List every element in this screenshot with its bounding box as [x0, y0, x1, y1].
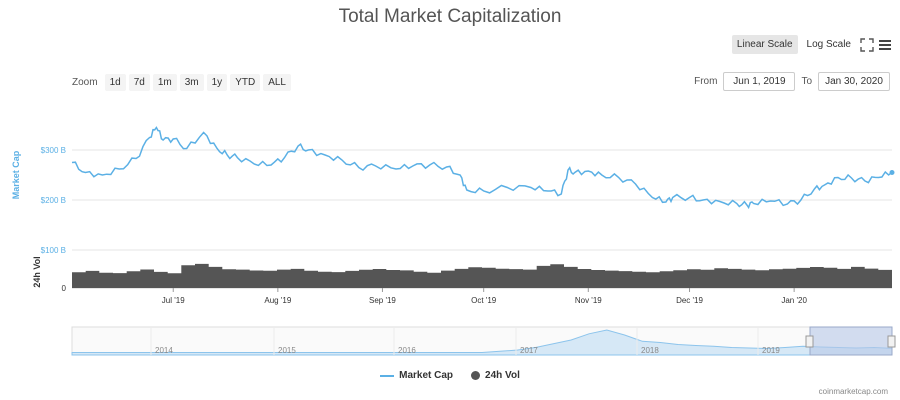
x-tick-label: Dec '19	[676, 296, 703, 305]
chart-title: Total Market Capitalization	[338, 6, 562, 27]
credits-link[interactable]: coinmarketcap.com	[818, 387, 888, 396]
volume-y-tick-label: 0	[62, 284, 67, 293]
legend: Market Cap 24h Vol	[0, 370, 900, 381]
scale-toggle: Linear Scale Log Scale	[731, 35, 892, 54]
x-tick-label: Aug '19	[264, 296, 291, 305]
zoom-all-button[interactable]: ALL	[263, 74, 291, 91]
to-label: To	[801, 76, 812, 87]
navigator-selection	[809, 326, 893, 356]
zoom-label: Zoom	[72, 77, 98, 88]
market-cap-last-point	[889, 170, 895, 175]
navigator-year-label: 2017	[520, 346, 538, 355]
zoom-1d-button[interactable]: 1d	[104, 74, 126, 91]
zoom-1y-button[interactable]: 1y	[206, 74, 228, 91]
legend-market-cap[interactable]: Market Cap	[380, 370, 453, 381]
date-range: From Jun 1, 2019 To Jan 30, 2020	[694, 72, 890, 91]
linear-scale-button[interactable]: Linear Scale	[731, 35, 798, 54]
volume-dot-icon	[471, 371, 481, 380]
zoom-controls: Zoom 1d 7d 1m 3m 1y YTD ALL	[72, 74, 291, 91]
zoom-3m-button[interactable]: 3m	[179, 74, 204, 91]
y-tick-label: $300 B	[41, 146, 66, 155]
navigator-year-label: 2019	[762, 346, 780, 355]
navigator-year-label: 2014	[155, 346, 173, 355]
volume-axis-label: 24h Vol	[32, 256, 42, 287]
market-cap-line	[71, 126, 893, 210]
zoom-ytd-button[interactable]: YTD	[230, 74, 261, 91]
x-tick-label: Sep '19	[369, 296, 396, 305]
navigator-year-label: 2015	[278, 346, 296, 355]
fullscreen-icon[interactable]	[860, 37, 874, 52]
navigator-handle-left	[805, 335, 814, 348]
navigator-year-label: 2018	[641, 346, 659, 355]
x-tick-label: Jan '20	[781, 296, 807, 305]
log-scale-button[interactable]: Log Scale	[806, 39, 851, 50]
from-label: From	[694, 76, 718, 87]
zoom-7d-button[interactable]: 7d	[128, 74, 150, 91]
x-tick-label: Nov '19	[575, 296, 602, 305]
navigator-handle-right	[887, 335, 896, 348]
menu-icon[interactable]	[878, 38, 892, 52]
navigator-year-label: 2016	[398, 346, 416, 355]
zoom-1m-button[interactable]: 1m	[152, 74, 177, 91]
market-cap-axis-label: Market Cap	[11, 150, 21, 199]
market-cap-line-icon	[380, 374, 395, 377]
to-date-input[interactable]: Jan 30, 2020	[818, 72, 890, 91]
legend-24h-vol[interactable]: 24h Vol	[471, 370, 520, 381]
y-tick-label: $100 B	[41, 246, 66, 255]
x-tick-label: Jul '19	[162, 296, 185, 305]
legend-market-cap-label: Market Cap	[399, 370, 454, 381]
legend-24h-vol-label: 24h Vol	[485, 370, 520, 381]
from-date-input[interactable]: Jun 1, 2019	[723, 72, 796, 91]
volume-area	[72, 263, 892, 288]
navigator-series	[71, 329, 893, 356]
x-tick-label: Oct '19	[471, 296, 497, 305]
y-tick-label: $200 B	[41, 196, 66, 205]
